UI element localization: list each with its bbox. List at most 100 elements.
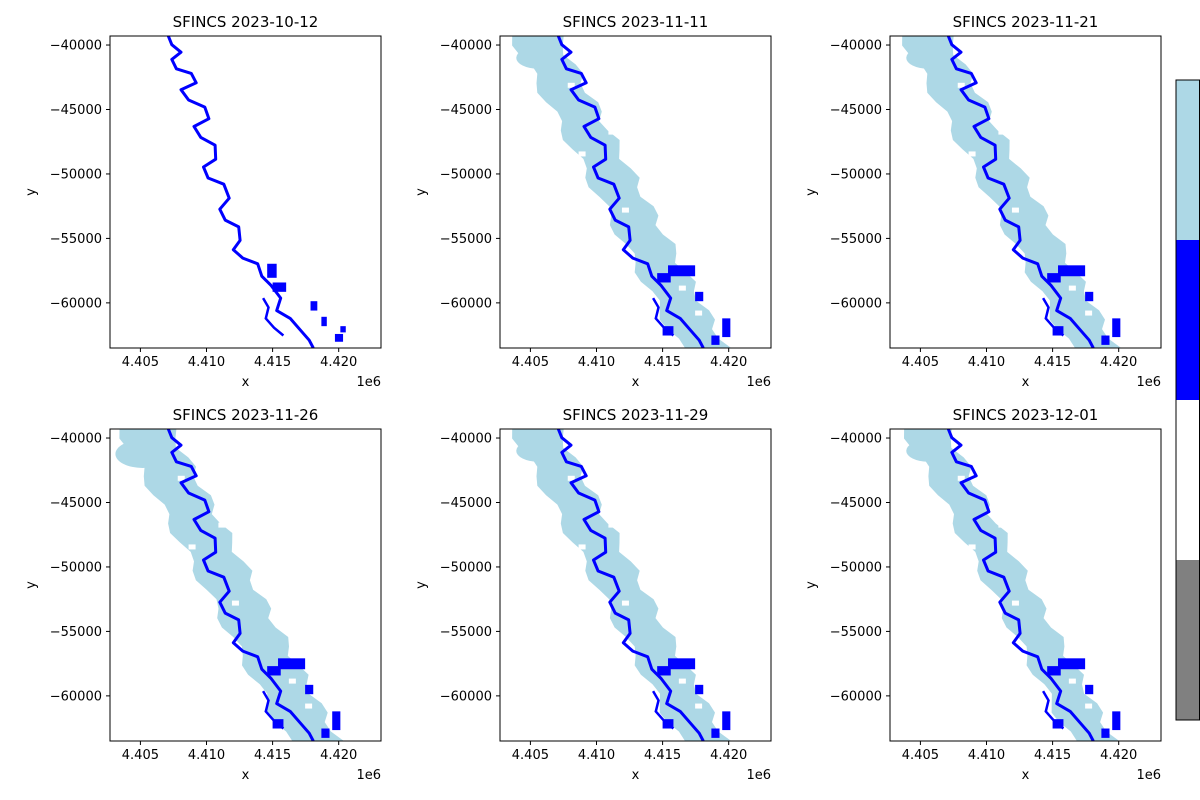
dry-island xyxy=(678,678,686,684)
dry-island xyxy=(177,475,185,481)
x-axis-label: x xyxy=(632,375,640,390)
y-tick-label: −50000 xyxy=(50,167,102,182)
map-panel-3: 4.405 4.410 4.415 4.420 −40000 −45000 −50000 −5… xyxy=(804,13,1162,390)
y-tick-label: −40000 xyxy=(50,39,102,54)
x-offset-label: 1e6 xyxy=(1136,375,1161,390)
flood-extent-area xyxy=(902,36,1122,348)
water-body xyxy=(722,318,731,338)
x-tick-label: 4.410 xyxy=(188,748,225,763)
dry-island xyxy=(957,475,965,481)
water-body xyxy=(1112,318,1121,338)
water-body xyxy=(321,316,327,327)
x-tick-label: 4.415 xyxy=(254,355,291,370)
water-body xyxy=(1058,658,1086,670)
water-body xyxy=(267,666,281,676)
water-body xyxy=(305,684,314,695)
river-channel xyxy=(946,36,1095,348)
water-body xyxy=(321,728,330,738)
water-body xyxy=(695,684,704,695)
water-body xyxy=(695,291,704,302)
water-body xyxy=(332,711,341,731)
colorbar-segment xyxy=(1176,240,1200,400)
map-panel-4: 4.405 4.410 4.415 4.420 −40000 −45000 −50000 −5… xyxy=(24,406,382,783)
x-tick-label: 4.415 xyxy=(254,748,291,763)
y-tick-label: −55000 xyxy=(50,232,102,247)
y-axis-label: y xyxy=(414,188,429,196)
river-tributary xyxy=(262,297,285,337)
water-body xyxy=(1085,291,1094,302)
water-body xyxy=(1085,684,1094,695)
y-tick-label: −40000 xyxy=(440,39,492,54)
y-tick-label: −45000 xyxy=(440,103,492,118)
flood-extent-lobe xyxy=(516,46,560,69)
y-tick-label: −40000 xyxy=(830,432,882,447)
dry-island xyxy=(578,151,586,157)
axes-frame xyxy=(499,35,772,349)
dry-island xyxy=(305,703,313,709)
map-plot-area xyxy=(512,36,732,348)
dry-island xyxy=(1068,678,1076,684)
map-plot-area xyxy=(902,36,1122,348)
map-panel-1: 4.405 4.410 4.415 4.420 −40000 −45000 −50000 −5… xyxy=(24,13,382,390)
y-axis-label: y xyxy=(24,581,39,589)
y-tick-label: −45000 xyxy=(440,496,492,511)
colorbar xyxy=(1175,79,1200,721)
river-channel xyxy=(556,429,705,741)
river-channel xyxy=(556,36,705,348)
dry-island xyxy=(1011,207,1019,213)
flood-extent-lobe xyxy=(516,439,560,462)
axes-frame xyxy=(889,35,1162,349)
y-tick-label: −60000 xyxy=(440,689,492,704)
axes-frame xyxy=(109,428,382,742)
dry-island xyxy=(188,544,196,550)
x-tick-label: 4.405 xyxy=(512,748,549,763)
y-axis-label: y xyxy=(804,581,819,589)
x-tick-label: 4.415 xyxy=(644,355,681,370)
x-tick-label: 4.410 xyxy=(188,355,225,370)
x-offset-label: 1e6 xyxy=(746,375,771,390)
x-tick-label: 4.420 xyxy=(320,748,357,763)
y-tick-label: −60000 xyxy=(830,296,882,311)
y-tick-label: −60000 xyxy=(440,296,492,311)
map-plot-area xyxy=(166,36,346,348)
x-tick-label: 4.420 xyxy=(1100,748,1137,763)
water-body xyxy=(1047,273,1061,283)
y-tick-label: −60000 xyxy=(50,689,102,704)
panel-title: SFINCS 2023-11-29 xyxy=(563,406,709,424)
dry-island xyxy=(1085,310,1093,316)
x-offset-label: 1e6 xyxy=(1136,768,1161,783)
y-tick-label: −55000 xyxy=(50,625,102,640)
colorbar-segment xyxy=(1176,560,1200,720)
map-plot-area xyxy=(115,429,344,741)
dry-island xyxy=(621,600,629,606)
x-tick-label: 4.405 xyxy=(902,748,939,763)
flood-extent-area xyxy=(512,36,732,348)
water-body xyxy=(334,333,344,342)
water-body xyxy=(1058,265,1086,277)
y-tick-label: −40000 xyxy=(830,39,882,54)
water-body xyxy=(1112,711,1121,731)
panel-title: SFINCS 2023-10-12 xyxy=(173,13,319,31)
y-tick-label: −45000 xyxy=(830,496,882,511)
y-tick-label: −50000 xyxy=(50,560,102,575)
x-tick-label: 4.410 xyxy=(968,748,1005,763)
y-axis-label: y xyxy=(414,581,429,589)
dry-island xyxy=(567,82,575,88)
dry-island xyxy=(231,600,239,606)
y-tick-label: −55000 xyxy=(830,625,882,640)
water-body xyxy=(1101,335,1110,345)
dry-island xyxy=(608,129,616,135)
y-tick-label: −40000 xyxy=(50,432,102,447)
river-tributary xyxy=(652,690,675,730)
water-body xyxy=(272,282,287,292)
panel-title: SFINCS 2023-11-26 xyxy=(173,406,319,424)
river-tributary xyxy=(262,690,285,730)
y-axis-label: y xyxy=(804,188,819,196)
x-axis-label: x xyxy=(1022,768,1030,783)
x-offset-label: 1e6 xyxy=(746,768,771,783)
water-body xyxy=(657,666,671,676)
panel-title: SFINCS 2023-12-01 xyxy=(953,406,1099,424)
river-channel xyxy=(166,36,315,348)
dry-island xyxy=(968,151,976,157)
